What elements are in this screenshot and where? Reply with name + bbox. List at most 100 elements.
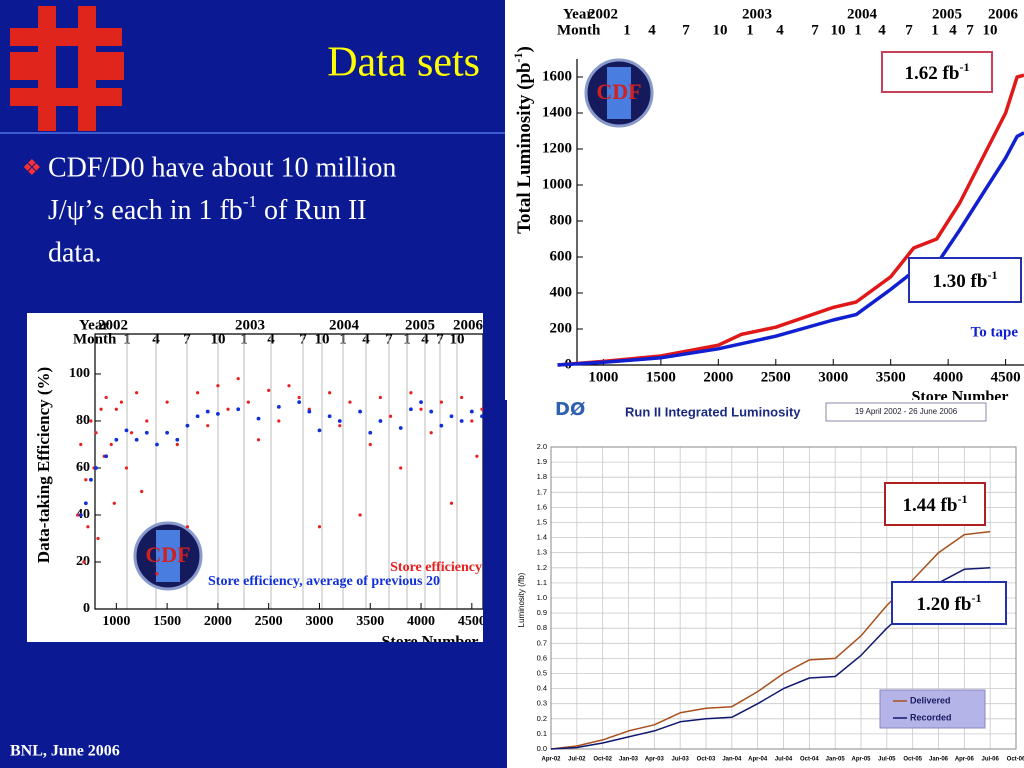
annotation-text-main: 1.20 fb bbox=[917, 594, 972, 615]
data-point bbox=[317, 525, 322, 529]
year-label: 2003 bbox=[742, 6, 772, 22]
y-axis-label: Total Luminosity (pb-1) bbox=[511, 46, 536, 234]
x-tick-label: Jan-04 bbox=[722, 757, 742, 763]
annotation-text-sup: -1 bbox=[971, 591, 981, 605]
annotation-text-sup: -1 bbox=[957, 492, 967, 506]
data-point bbox=[338, 424, 342, 428]
data-point bbox=[140, 489, 144, 494]
slide-title: Data sets bbox=[327, 40, 480, 86]
data-point bbox=[89, 477, 93, 482]
y-tick-label: 2.0 bbox=[537, 442, 547, 451]
data-point bbox=[256, 416, 261, 421]
data-point bbox=[368, 442, 372, 447]
legend-entry: Store efficiency, average of previous 20 bbox=[208, 574, 440, 589]
annotation-text-main: 1.44 fb bbox=[903, 495, 958, 516]
data-point bbox=[419, 407, 423, 411]
month-label: 1 bbox=[746, 22, 754, 38]
chart-title: Run II Integrated Luminosity bbox=[625, 404, 801, 419]
x-tick-label: 2500 bbox=[255, 614, 283, 629]
data-point bbox=[378, 395, 383, 400]
annotation-text: 1.30 fb-1 bbox=[933, 268, 998, 293]
data-point bbox=[175, 442, 179, 447]
x-tick-label: Jul-06 bbox=[981, 757, 999, 763]
data-point bbox=[256, 438, 261, 442]
cdf-logo-text: CDF bbox=[596, 79, 641, 104]
data-point bbox=[470, 419, 474, 423]
data-point bbox=[358, 513, 362, 517]
x-tick-label: 4500 bbox=[991, 369, 1021, 385]
y-tick-label: 0.4 bbox=[537, 684, 547, 693]
y-tick-label: 1600 bbox=[542, 68, 572, 84]
data-point bbox=[475, 454, 479, 458]
data-point bbox=[398, 426, 403, 430]
cdf-logo-ii bbox=[607, 67, 631, 119]
cdf-logo-text: CDF bbox=[145, 542, 190, 567]
y-tick-label: 600 bbox=[550, 248, 573, 264]
annotation-box bbox=[891, 581, 1007, 625]
x-tick-label: Apr-04 bbox=[748, 757, 768, 763]
x-tick-label: Apr-06 bbox=[955, 757, 975, 763]
month-label: 4 bbox=[776, 22, 784, 38]
data-point bbox=[134, 437, 139, 442]
year-title: Year bbox=[563, 6, 593, 22]
y-tick-label: 1.7 bbox=[537, 487, 547, 496]
x-tick-label: Jul-04 bbox=[775, 757, 793, 763]
annotation-box bbox=[908, 257, 1022, 303]
data-point bbox=[82, 560, 86, 564]
x-axis-label: Store Number bbox=[911, 389, 1008, 406]
x-tick-label: Jul-05 bbox=[878, 757, 896, 763]
data-point bbox=[78, 513, 83, 517]
bullet-line: data. bbox=[48, 237, 102, 268]
y-tick-label: 0.1 bbox=[537, 729, 547, 738]
y-tick-label: 40 bbox=[76, 507, 90, 522]
x-tick-label: 3000 bbox=[305, 614, 333, 629]
x-tick-label: Oct-06 bbox=[1007, 757, 1024, 763]
data-point bbox=[79, 442, 83, 447]
y-axis-label: Data-taking Efficiency (%) bbox=[34, 367, 53, 563]
d0-logo: DØ bbox=[555, 399, 585, 420]
x-tick-label: 3000 bbox=[818, 369, 848, 385]
month-title: Month bbox=[557, 22, 601, 38]
data-point bbox=[388, 414, 393, 418]
month-label: 1 bbox=[931, 22, 939, 38]
d0-luminosity-chart: DØ Run II Integrated Luminosity 19 April 2… bbox=[517, 399, 1024, 763]
series-line bbox=[557, 73, 1024, 367]
data-point bbox=[429, 431, 433, 435]
data-point bbox=[144, 430, 149, 435]
data-point bbox=[328, 391, 332, 395]
plot-frame bbox=[550, 446, 1017, 750]
month-label: 10 bbox=[831, 22, 846, 38]
data-point bbox=[276, 404, 281, 409]
data-point bbox=[358, 409, 362, 414]
data-point bbox=[155, 442, 159, 447]
y-tick-label: 800 bbox=[550, 212, 573, 228]
annotation-box bbox=[884, 482, 986, 526]
y-axis-label-main: Total Luminosity (pb bbox=[514, 62, 535, 233]
y-tick-label: 0.2 bbox=[537, 714, 547, 723]
cdf-efficiency-chart: Year20022003200420052006Month14710147101… bbox=[34, 317, 483, 642]
y-tick-label: 1.1 bbox=[537, 578, 547, 587]
fermilab-logo bbox=[10, 6, 124, 131]
data-point bbox=[429, 409, 434, 414]
y-tick-label: 0.3 bbox=[537, 699, 547, 708]
data-point bbox=[185, 525, 190, 529]
y-tick-label: 60 bbox=[76, 460, 90, 475]
month-label: 7 bbox=[811, 22, 819, 38]
y-tick-label: 0.5 bbox=[537, 668, 547, 677]
data-point bbox=[439, 400, 443, 404]
data-point bbox=[124, 466, 129, 470]
y-axis-label-sup: -1 bbox=[511, 52, 525, 62]
data-point bbox=[129, 431, 134, 435]
year-label: 2005 bbox=[405, 317, 435, 333]
y-tick-label: 0.8 bbox=[537, 623, 547, 632]
year-label: 2004 bbox=[329, 317, 360, 333]
bullet-line: J/ψ’s each in 1 fb-1 of Run II bbox=[48, 192, 367, 227]
annotation-text-main: 1.30 fb bbox=[933, 271, 988, 292]
y-tick-label: 1.4 bbox=[537, 533, 547, 542]
data-point bbox=[114, 437, 119, 442]
year-title: Year bbox=[79, 317, 109, 333]
month-label: 10 bbox=[983, 22, 998, 38]
month-label: 1 bbox=[623, 22, 631, 38]
